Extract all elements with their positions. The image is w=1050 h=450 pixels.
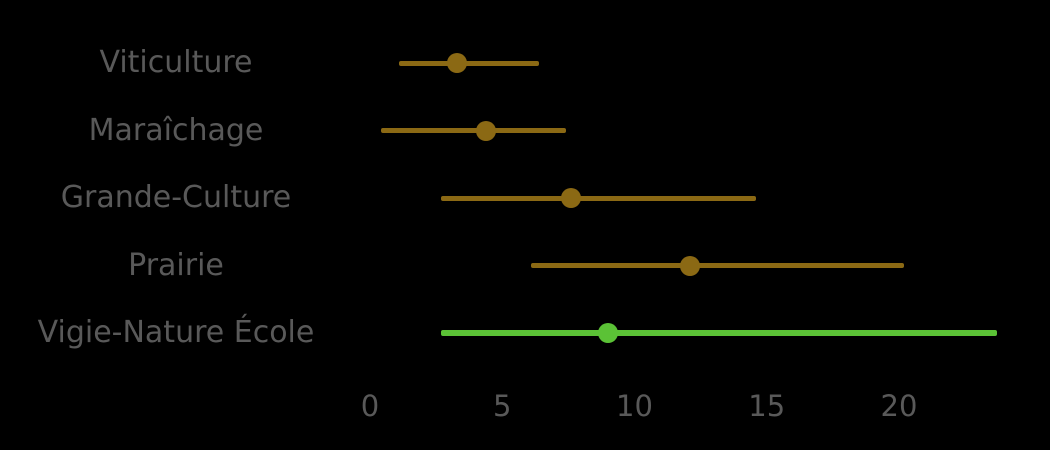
mean-dot [561,188,582,209]
ci-range-line [441,195,757,201]
ci-range-line [441,330,997,337]
x-axis-tick-label: 20 [880,389,918,423]
category-label: Vigie-Nature École [37,315,315,351]
mean-dot [598,323,619,344]
x-axis-tick-label: 0 [360,389,380,423]
x-axis-tick-label: 10 [616,389,653,423]
category-label: Prairie [128,247,224,283]
ci-range-line [531,263,905,269]
mean-dot [680,255,701,276]
mean-dot [447,53,468,73]
category-label: Viticulture [99,45,253,80]
category-label: Grande-Culture [60,180,292,216]
x-axis-tick-label: 15 [748,389,786,423]
ci-range-line [399,60,540,66]
category-label: Maraîchage [88,112,264,148]
mean-dot [476,120,497,141]
ci-range-line [380,128,566,134]
x-axis-tick-label: 5 [493,389,512,423]
